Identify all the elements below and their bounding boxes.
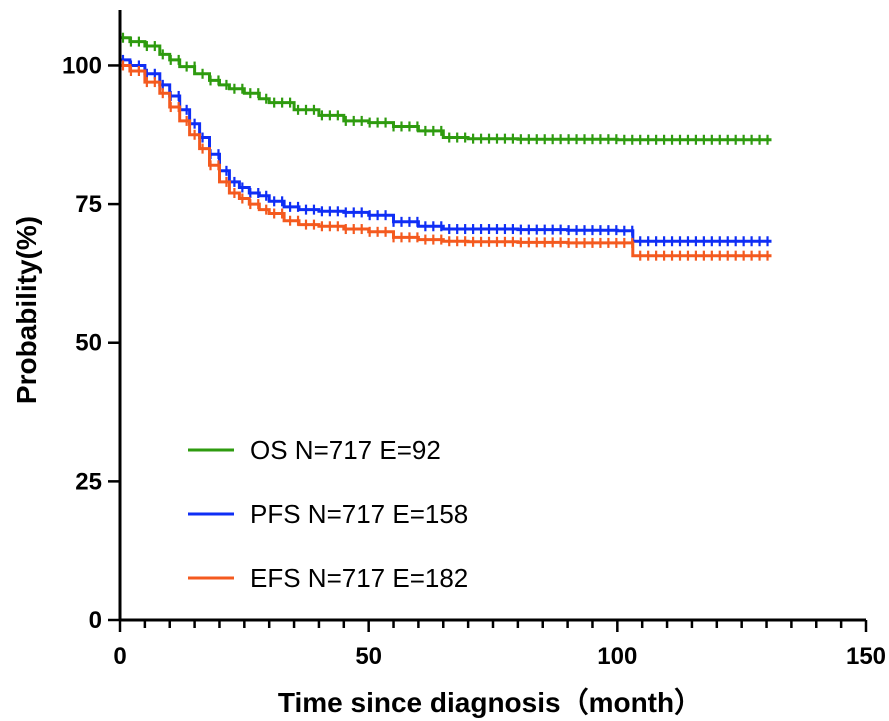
plot-area <box>120 32 772 261</box>
axes <box>108 10 868 632</box>
legend-label-2: EFS N=717 E=182 <box>250 563 468 593</box>
y-tick-label: 75 <box>75 191 102 218</box>
series-line-0 <box>120 36 772 142</box>
x-axis-title: Time since diagnosis（month） <box>278 686 702 718</box>
x-tick-label: 0 <box>113 643 126 670</box>
y-axis-title: Probability(%) <box>11 216 42 404</box>
y-tick-label: 50 <box>75 330 102 357</box>
x-tick-label: 100 <box>597 643 637 670</box>
tick-labels: 0 50 100 150 0 25 50 75 100 <box>62 52 886 670</box>
y-tick-label: 100 <box>62 52 102 79</box>
x-tick-label: 150 <box>846 643 886 670</box>
y-tick-label: 0 <box>89 607 102 634</box>
y-tick-label: 25 <box>75 468 102 495</box>
legend-label-0: OS N=717 E=92 <box>250 435 441 465</box>
legend: OS N=717 E=92 PFS N=717 E=158 EFS N=717 E=… <box>188 435 468 593</box>
x-tick-label: 50 <box>355 643 382 670</box>
legend-label-1: PFS N=717 E=158 <box>250 499 468 529</box>
